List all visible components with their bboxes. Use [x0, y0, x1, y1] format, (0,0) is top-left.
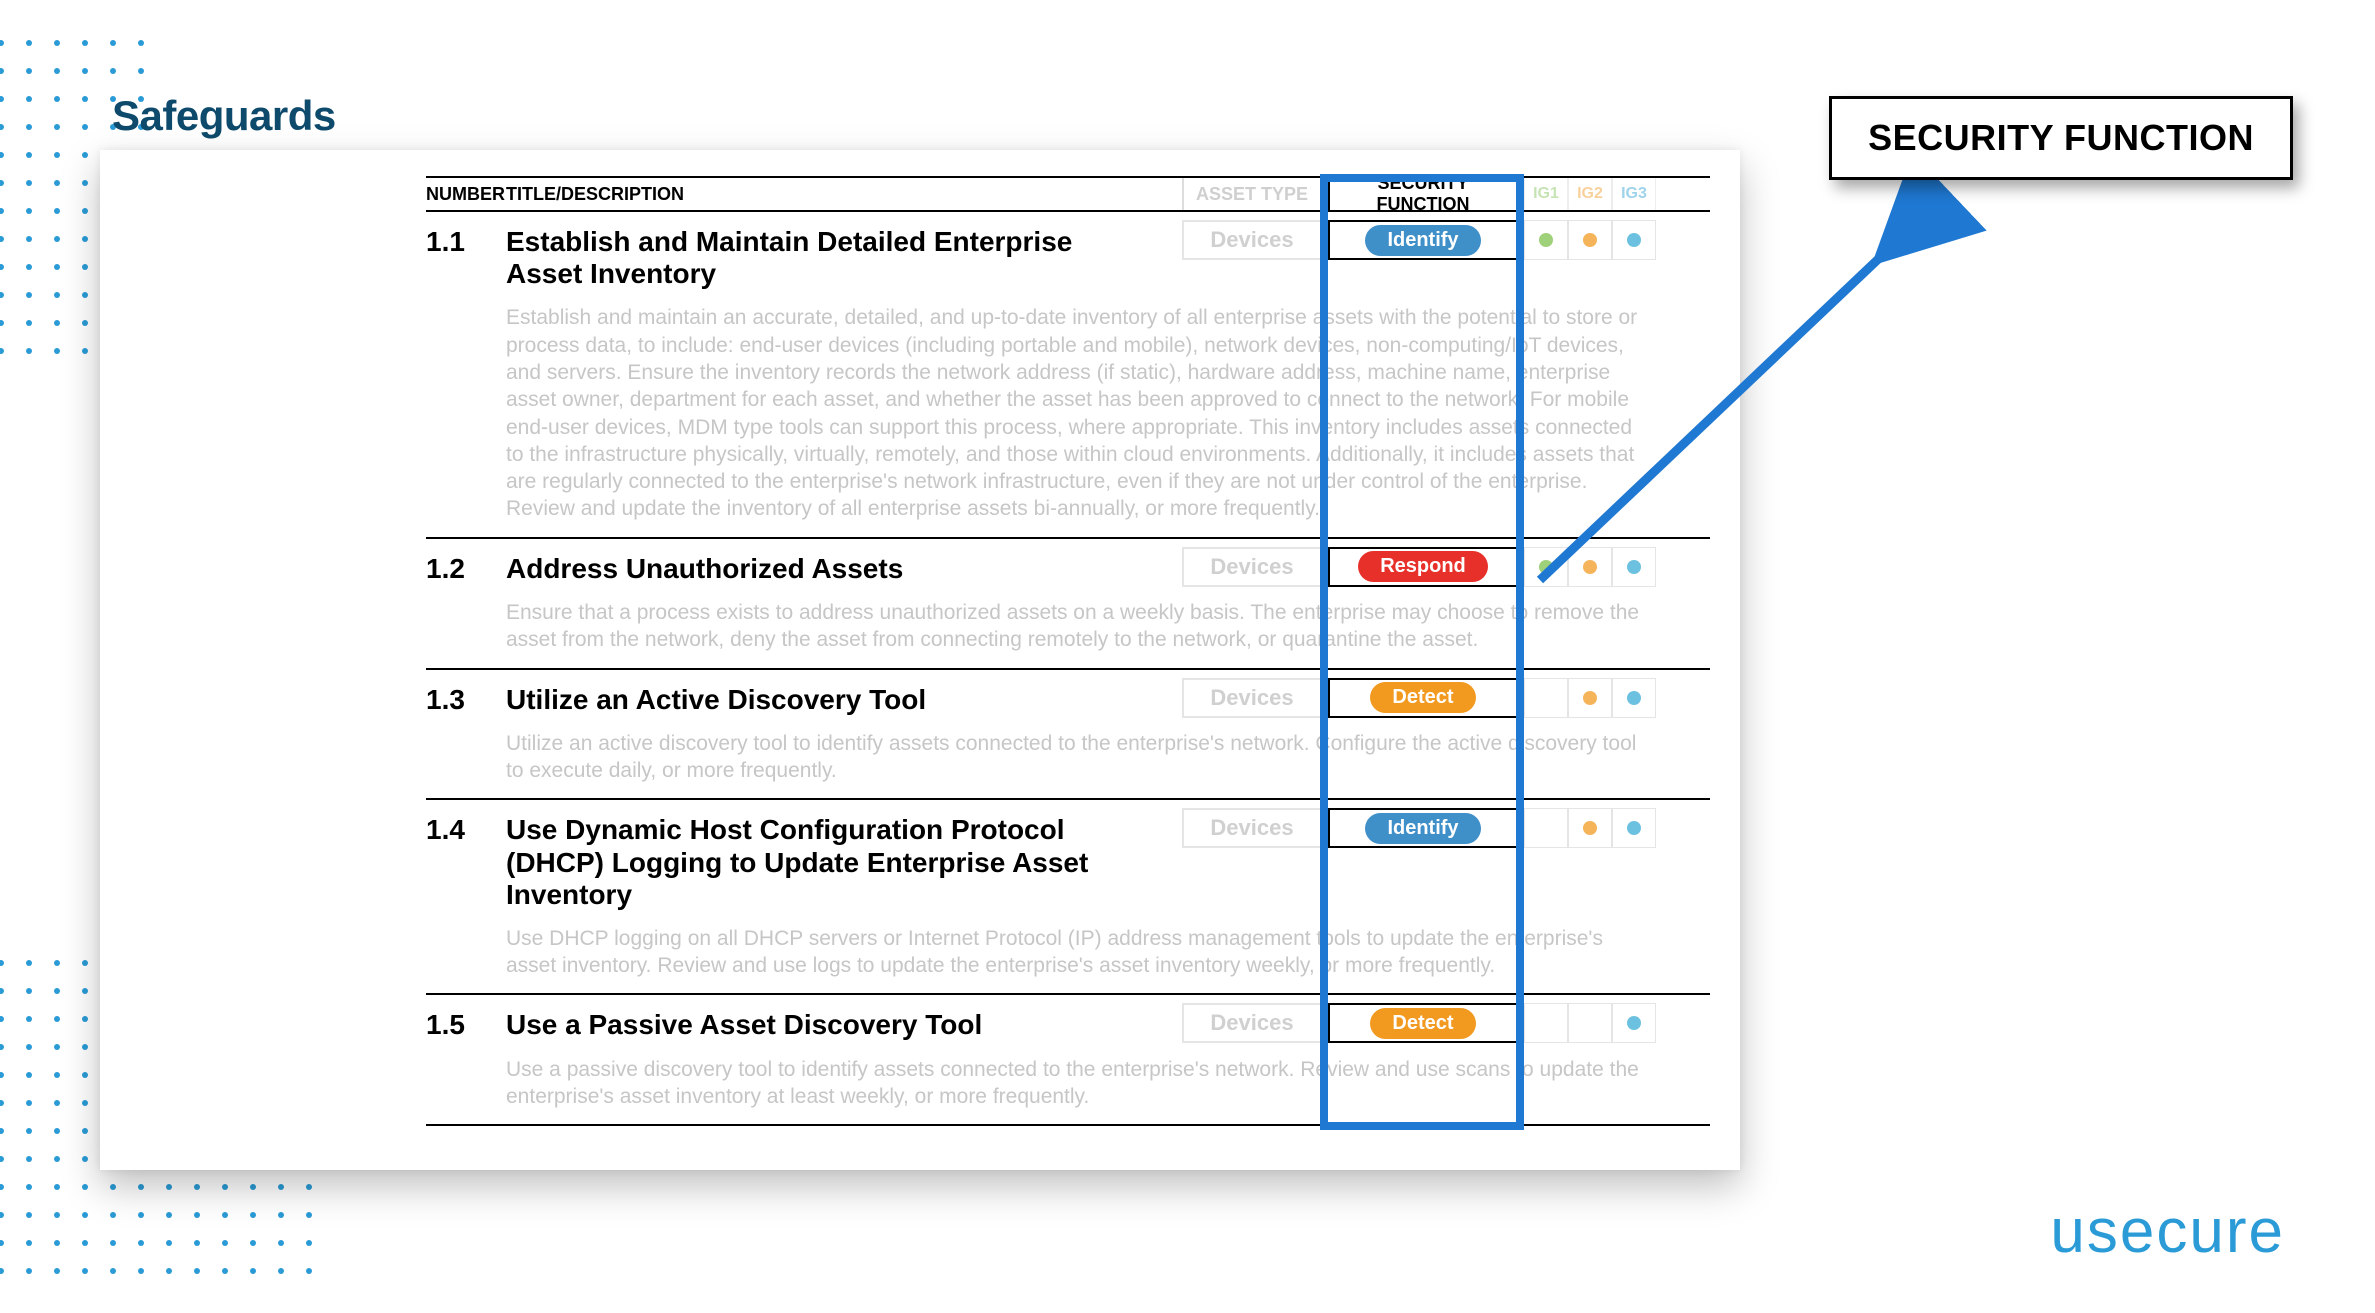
security-function-pill: Respond — [1358, 551, 1488, 582]
ig-cell — [1612, 1003, 1656, 1043]
row-ig-cells — [1524, 1003, 1656, 1043]
row-security-function: Identify — [1328, 808, 1518, 848]
ig-cell — [1612, 808, 1656, 848]
row-security-function: Detect — [1328, 1003, 1518, 1043]
row-security-function: Identify — [1328, 220, 1518, 260]
col-header-security-function: SECURITY FUNCTION — [1328, 178, 1518, 210]
table-row: 1.4 Use Dynamic Host Configuration Protoc… — [426, 800, 1710, 995]
document-panel: NUMBER TITLE/DESCRIPTION ASSET TYPE SECU… — [100, 150, 1740, 1170]
ig-cell — [1612, 678, 1656, 718]
row-description: Use a passive discovery tool to identify… — [506, 1056, 1646, 1111]
ig2-dot-icon — [1583, 691, 1597, 705]
table-row: 1.3 Utilize an Active Discovery Tool Devic… — [426, 670, 1710, 801]
logo-text: secure — [2087, 1197, 2285, 1266]
ig3-dot-icon — [1627, 691, 1641, 705]
ig-cell — [1524, 808, 1568, 848]
col-header-title: TITLE/DESCRIPTION — [506, 184, 684, 205]
row-ig-cells — [1524, 808, 1656, 848]
col-header-number: NUMBER — [426, 184, 505, 205]
row-ig-cells — [1524, 678, 1656, 718]
row-description: Use DHCP logging on all DHCP servers or … — [506, 925, 1646, 980]
security-function-pill: Identify — [1365, 813, 1480, 844]
col-header-asset-type: ASSET TYPE — [1182, 178, 1322, 210]
row-number: 1.3 — [426, 684, 465, 716]
security-function-pill: Identify — [1365, 225, 1480, 256]
security-function-pill: Detect — [1370, 1008, 1475, 1039]
usecure-logo: usecure — [2050, 1196, 2285, 1267]
security-function-pill: Detect — [1370, 682, 1475, 713]
row-title: Use Dynamic Host Configuration Protocol … — [506, 814, 1146, 911]
ig-cell — [1568, 678, 1612, 718]
row-number: 1.4 — [426, 814, 465, 846]
ig-cell — [1568, 808, 1612, 848]
logo-prefix: u — [2050, 1197, 2086, 1266]
ig3-dot-icon — [1627, 821, 1641, 835]
row-title: Utilize an Active Discovery Tool — [506, 684, 1146, 716]
row-description: Ensure that a process exists to address … — [506, 599, 1646, 654]
row-title: Establish and Maintain Detailed Enterpri… — [506, 226, 1146, 290]
row-title: Use a Passive Asset Discovery Tool — [506, 1009, 1146, 1041]
row-asset-type: Devices — [1182, 808, 1322, 848]
row-asset-type: Devices — [1182, 678, 1322, 718]
table-row: 1.5 Use a Passive Asset Discovery Tool Dev… — [426, 995, 1710, 1126]
row-asset-type: Devices — [1182, 1003, 1322, 1043]
row-number: 1.2 — [426, 553, 465, 585]
row-title: Address Unauthorized Assets — [506, 553, 1146, 585]
ig2-dot-icon — [1583, 821, 1597, 835]
row-number: 1.1 — [426, 226, 465, 258]
row-number: 1.5 — [426, 1009, 465, 1041]
row-security-function: Detect — [1328, 678, 1518, 718]
security-function-callout: SECURITY FUNCTION — [1829, 96, 2293, 180]
ig-cell — [1524, 1003, 1568, 1043]
page-title: Safeguards — [112, 92, 336, 140]
row-asset-type: Devices — [1182, 220, 1322, 260]
ig-cell — [1568, 1003, 1612, 1043]
row-description: Utilize an active discovery tool to iden… — [506, 730, 1646, 785]
row-security-function: Respond — [1328, 547, 1518, 587]
row-asset-type: Devices — [1182, 547, 1322, 587]
callout-arrow-icon — [1500, 170, 2100, 670]
ig3-dot-icon — [1627, 1016, 1641, 1030]
row-description: Establish and maintain an accurate, deta… — [506, 304, 1646, 522]
ig-cell — [1524, 678, 1568, 718]
